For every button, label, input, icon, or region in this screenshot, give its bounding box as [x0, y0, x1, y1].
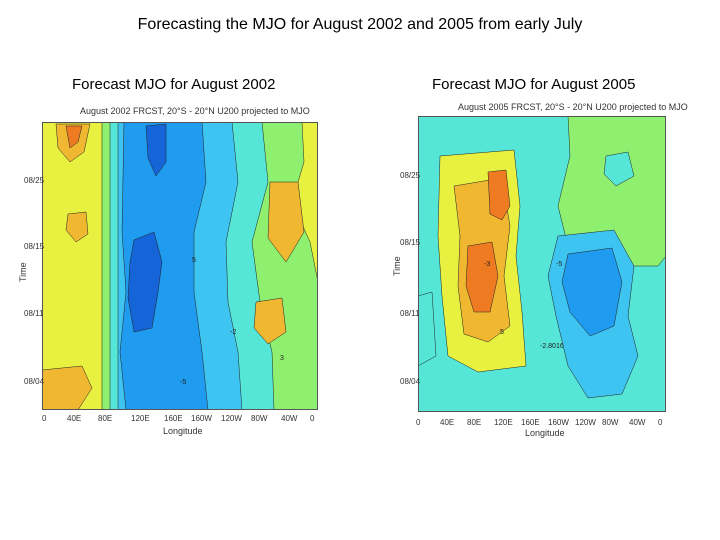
- x-tick-label: 160W: [548, 418, 569, 427]
- x-tick-label: 160W: [191, 414, 212, 423]
- contour-region-8: [65, 125, 83, 149]
- contour-region-12: [42, 365, 93, 410]
- x-tick-label: 120E: [494, 418, 513, 427]
- contour-svg-0: 5-23-5-10: [42, 122, 318, 410]
- x-tick-label: 40W: [281, 414, 298, 423]
- y-tick-label: 08/11: [400, 309, 420, 318]
- contour-region-4: [119, 122, 209, 410]
- x-tick-label: 0: [310, 414, 315, 423]
- contour-region-11: [253, 297, 287, 345]
- y-tick-label: 08/11: [24, 309, 44, 318]
- contour-region-5: [145, 123, 167, 177]
- y-tick-label: 08/15: [400, 238, 421, 247]
- contour-region-8: [603, 151, 635, 187]
- x-tick-label: 160E: [521, 418, 540, 427]
- x-tick-label: 120W: [575, 418, 596, 427]
- y-tick-label: 08/15: [24, 242, 45, 251]
- x-tick-label: 80E: [467, 418, 482, 427]
- y-tick-label: 08/25: [24, 176, 45, 185]
- contour-region-10: [267, 181, 305, 263]
- contour-region-5: [465, 241, 499, 313]
- contour-label: -5: [556, 261, 562, 268]
- x-tick-label: 40E: [67, 414, 82, 423]
- panel-label-2005: Forecast MJO for August 2005: [432, 76, 636, 93]
- slide-title: Forecasting the MJO for August 2002 and …: [137, 16, 583, 33]
- contour-label: -2.8016: [540, 343, 564, 350]
- x-tick-label: 160E: [164, 414, 183, 423]
- contour-label: 5: [192, 257, 196, 264]
- y-axis-label-2005: Time: [392, 256, 402, 276]
- x-tick-label: 0: [658, 418, 663, 427]
- contour-svg-1: -3 5 -2.8016 -5: [418, 116, 666, 412]
- x-tick-label: 0: [42, 414, 47, 423]
- plot-frame: [42, 122, 318, 410]
- contour-region-4: [487, 169, 511, 221]
- contour-region-9: [418, 291, 437, 367]
- contour-label: 5: [500, 329, 504, 336]
- x-axis-label-2005: Longitude: [525, 428, 565, 438]
- contour-plot-2002: 5-23-5-10: [42, 122, 318, 410]
- x-tick-label: 120E: [131, 414, 150, 423]
- contour-plot-2005: -3 5 -2.8016 -5: [418, 116, 666, 412]
- contour-label: -5: [180, 379, 186, 386]
- y-tick-label: 08/25: [400, 171, 421, 180]
- x-tick-label: 80E: [98, 414, 113, 423]
- contour-label: -2: [230, 329, 236, 336]
- x-tick-label: 80W: [602, 418, 619, 427]
- x-tick-label: 40E: [440, 418, 455, 427]
- contour-region-6: [127, 231, 163, 333]
- x-tick-label: 0: [416, 418, 421, 427]
- y-tick-label: 08/04: [24, 377, 45, 386]
- chart-title-2005: August 2005 FRCST, 20°S - 20°N U200 proj…: [458, 102, 688, 112]
- contour-label: -3: [484, 261, 490, 268]
- chart-title-2002: August 2002 FRCST, 20°S - 20°N U200 proj…: [80, 106, 310, 116]
- x-tick-label: 120W: [221, 414, 242, 423]
- plot-frame: [418, 116, 666, 412]
- contour-label: 3: [280, 355, 284, 362]
- contour-region-7: [561, 247, 623, 337]
- x-tick-label: 40W: [629, 418, 646, 427]
- y-axis-label-2002: Time: [18, 262, 28, 282]
- panel-label-2002: Forecast MJO for August 2002: [72, 76, 276, 93]
- y-tick-label: 08/04: [400, 377, 421, 386]
- x-axis-label-2002: Longitude: [163, 426, 203, 436]
- x-tick-label: 80W: [251, 414, 268, 423]
- contour-region-9: [65, 211, 89, 243]
